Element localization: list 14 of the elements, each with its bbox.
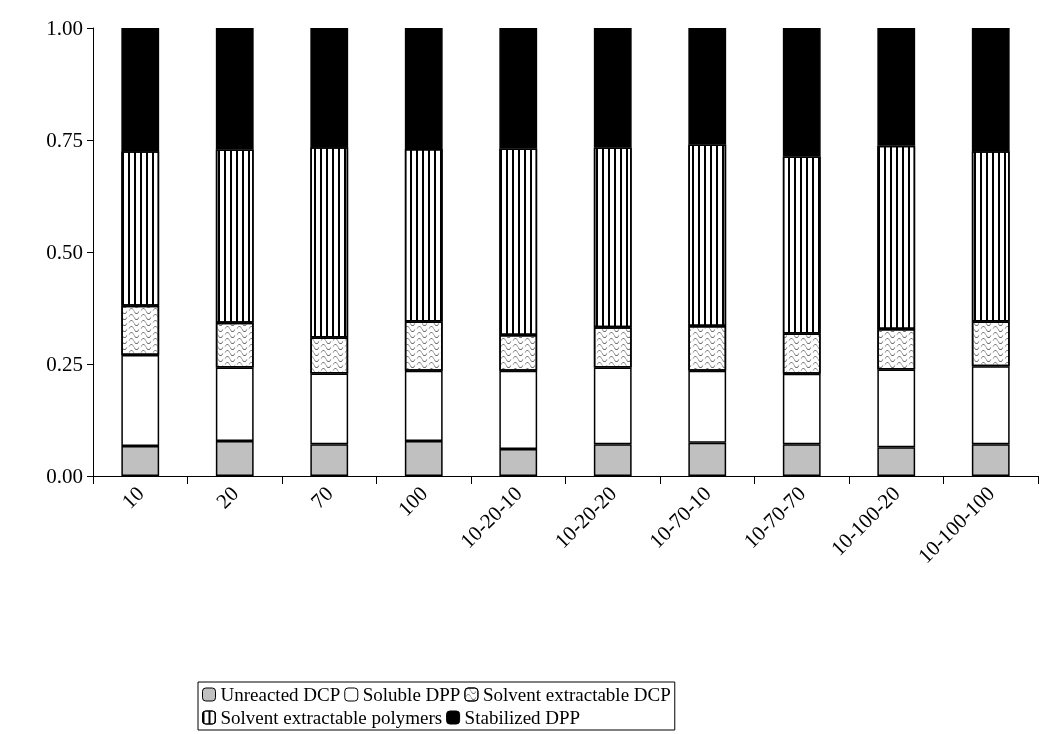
legend-label: Stabilized DPP: [464, 707, 581, 728]
legend-label: Solvent extractable DCP: [482, 684, 671, 705]
y-tick-label: 0.25: [46, 352, 83, 376]
x-tick-label: 100: [393, 481, 433, 521]
y-tick-label: 1.00: [46, 16, 83, 40]
y-tick-label: 0.75: [46, 128, 83, 152]
legend-label: Solvent extractable polymers: [220, 707, 443, 728]
x-tick-label: 70: [305, 481, 338, 514]
x-tick-label: 10: [116, 481, 149, 514]
legend-label: Unreacted DCP: [220, 684, 341, 705]
y-tick-label: 0.00: [46, 464, 83, 488]
legend-label: Soluble DPP: [362, 684, 461, 705]
y-tick-label: 0.50: [46, 240, 83, 264]
x-tick-label: 20: [211, 481, 244, 514]
